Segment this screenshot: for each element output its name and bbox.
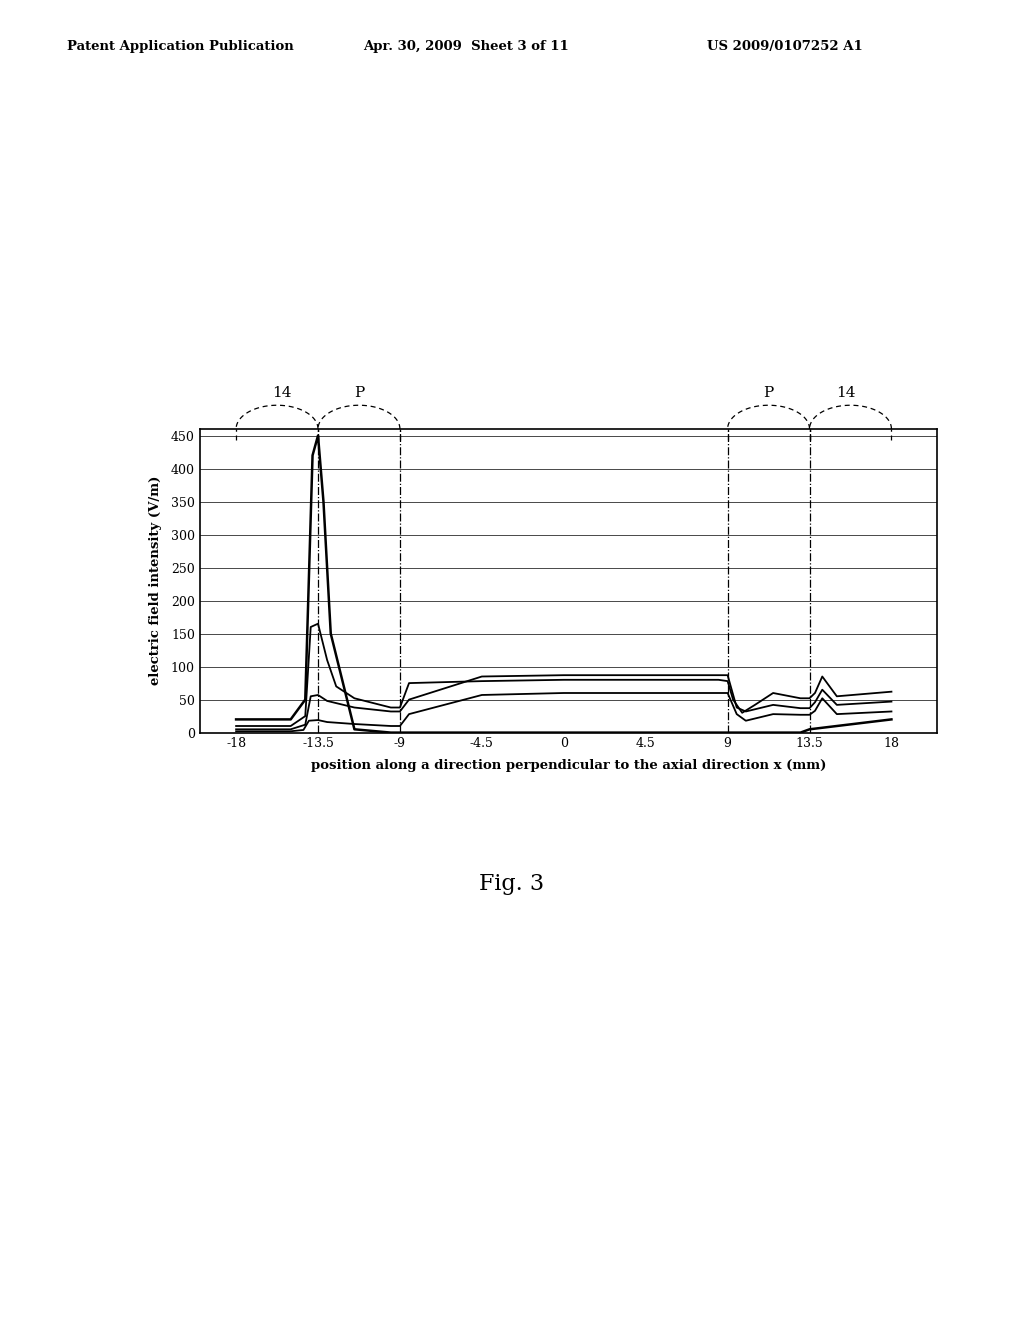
X-axis label: position along a direction perpendicular to the axial direction x (mm): position along a direction perpendicular… [310, 759, 826, 772]
Text: Patent Application Publication: Patent Application Publication [67, 40, 293, 53]
Text: 14: 14 [271, 385, 292, 400]
Y-axis label: electric field intensity (V/m): electric field intensity (V/m) [150, 477, 163, 685]
Text: P: P [354, 385, 365, 400]
Text: 14: 14 [837, 385, 856, 400]
Text: Fig. 3: Fig. 3 [479, 874, 545, 895]
Text: P: P [764, 385, 774, 400]
Text: US 2009/0107252 A1: US 2009/0107252 A1 [707, 40, 862, 53]
Text: Apr. 30, 2009  Sheet 3 of 11: Apr. 30, 2009 Sheet 3 of 11 [364, 40, 569, 53]
